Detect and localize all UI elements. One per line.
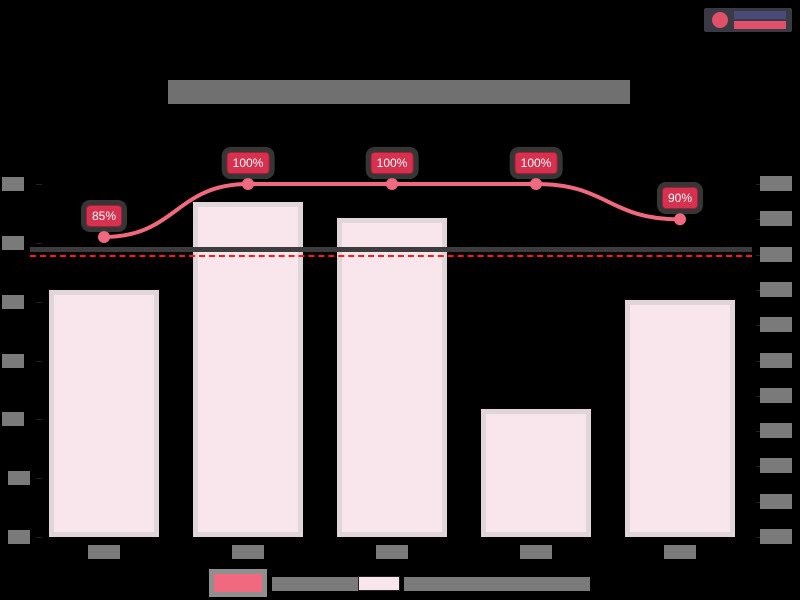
line-point[interactable] — [242, 178, 254, 190]
x-axis-label: [redacted] — [88, 545, 120, 559]
left-axis-tick — [36, 478, 42, 480]
right-axis-tick — [756, 395, 762, 397]
threshold-label-band — [30, 247, 752, 252]
legend-swatch-line[interactable] — [214, 574, 262, 592]
line-point[interactable] — [98, 230, 110, 243]
right-axis-tick — [756, 219, 762, 221]
left-axis-tick — [36, 184, 42, 185]
left-axis-tick — [36, 242, 42, 244]
right-axis-tick — [756, 501, 762, 503]
left-axis-tick — [36, 537, 42, 538]
right-axis-tick — [756, 360, 762, 362]
line-point[interactable] — [386, 178, 398, 190]
bar-5[interactable] — [625, 300, 735, 537]
data-label: 100% — [514, 152, 558, 174]
data-label: 85% — [85, 204, 123, 227]
right-axis-label — [760, 317, 792, 333]
right-axis-tick — [756, 184, 762, 185]
left-axis-label — [2, 177, 24, 191]
bar-2[interactable] — [193, 201, 303, 537]
left-axis-label — [2, 294, 24, 309]
threshold-line — [30, 254, 752, 257]
right-axis-label — [760, 281, 792, 297]
right-axis-label — [760, 352, 792, 368]
left-axis-tick — [36, 360, 42, 362]
bar-4[interactable] — [481, 408, 591, 537]
legend-label-bar[interactable]: [redacted bar series] — [404, 577, 590, 591]
left-axis-label — [2, 353, 24, 368]
right-axis-label — [760, 423, 792, 439]
right-axis-tick — [756, 254, 762, 256]
brand-logo — [704, 8, 792, 32]
right-axis-label — [760, 387, 792, 403]
left-axis-tick — [36, 419, 42, 421]
left-axis-label — [2, 235, 24, 250]
left-axis-tick — [36, 301, 42, 303]
left-axis-label — [8, 471, 30, 486]
right-axis-label — [760, 176, 792, 191]
right-axis-tick — [756, 325, 762, 327]
logo-text-line2 — [734, 21, 786, 29]
x-axis-label: [redacted] — [376, 545, 408, 559]
right-axis-label — [760, 246, 792, 262]
bar-1[interactable] — [49, 289, 159, 537]
line-point[interactable] — [674, 213, 686, 226]
x-axis-label: [redacted] — [520, 545, 552, 559]
legend-swatch-bar[interactable] — [358, 576, 400, 591]
line-point[interactable] — [530, 178, 542, 190]
right-axis-tick — [756, 289, 762, 291]
right-axis-label — [760, 458, 792, 474]
chart-title: [redacted] — [168, 80, 630, 104]
left-axis-label — [8, 530, 30, 544]
right-axis-tick — [756, 537, 762, 538]
right-axis-tick — [756, 431, 762, 433]
legend-label-line[interactable]: [redacted line series] — [272, 577, 358, 591]
data-label: 100% — [226, 152, 270, 174]
right-axis-label — [760, 211, 792, 227]
data-label: 100% — [370, 152, 414, 174]
logo-mark-icon — [712, 12, 728, 28]
left-axis-label — [2, 412, 24, 427]
x-axis-label: [redacted] — [664, 545, 696, 559]
logo-text-line1 — [734, 11, 786, 19]
right-axis-label — [760, 493, 792, 509]
bar-3[interactable] — [337, 218, 447, 537]
data-label: 90% — [661, 187, 699, 210]
right-axis-label — [760, 529, 792, 544]
x-axis-label: [redacted] — [232, 545, 264, 559]
right-axis-tick — [756, 466, 762, 468]
